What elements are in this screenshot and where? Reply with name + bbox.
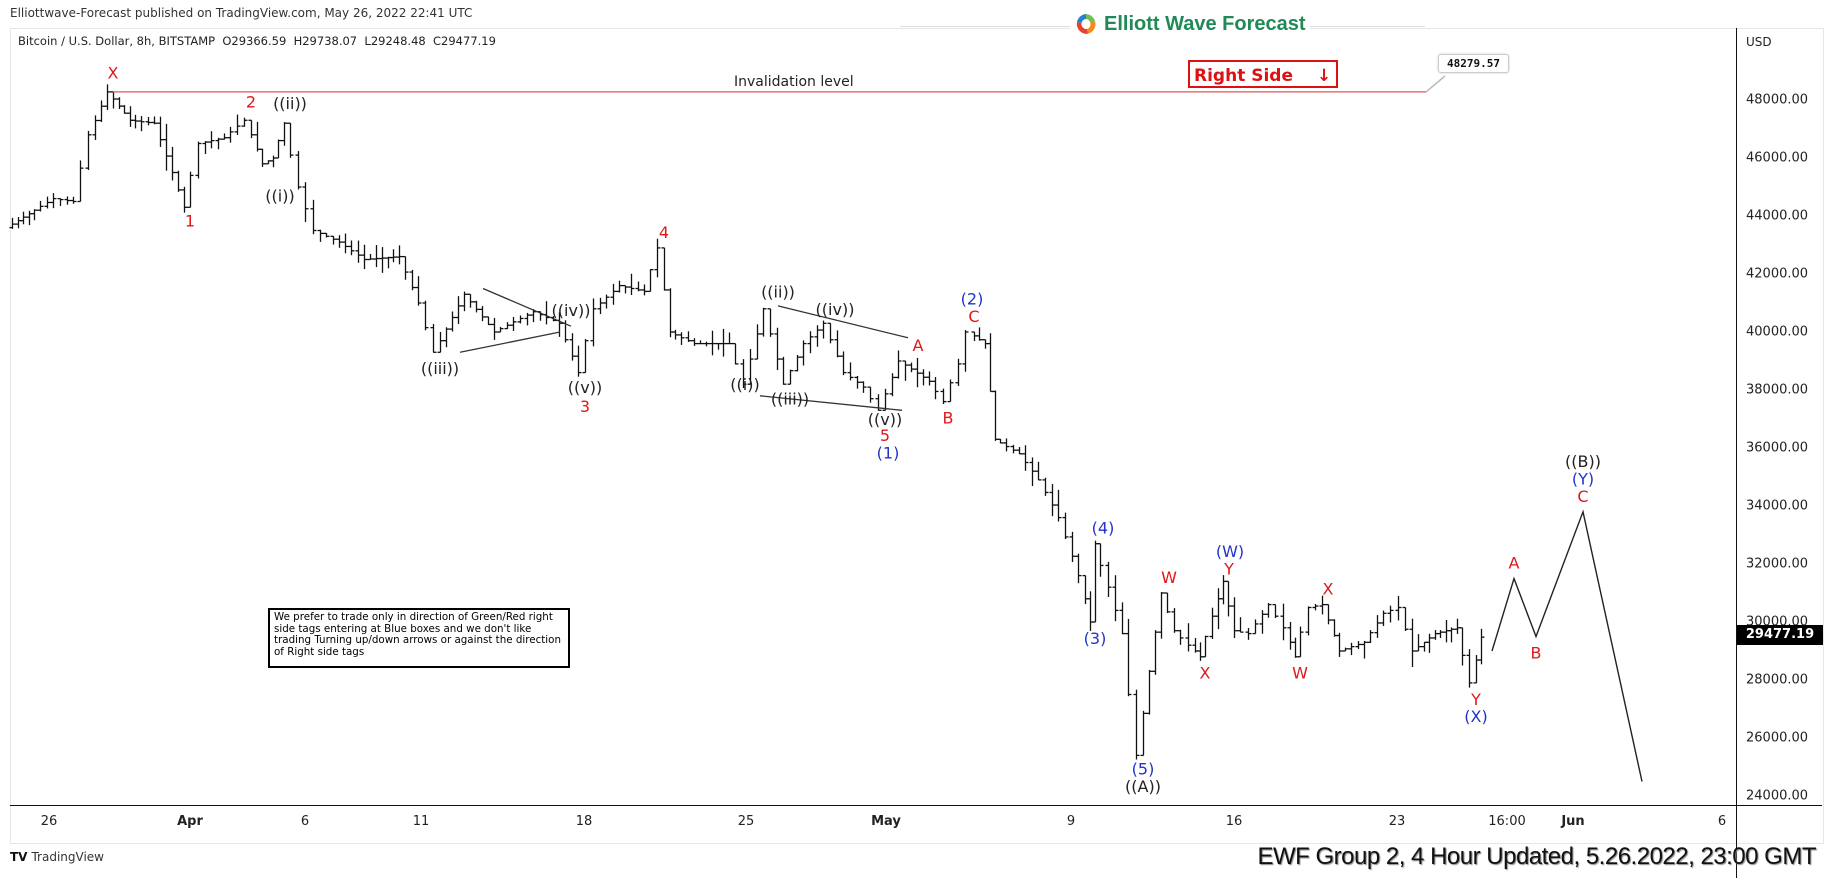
wave-label: 3 bbox=[580, 397, 590, 416]
wave-label: (3) bbox=[1084, 629, 1107, 648]
wave-label: X bbox=[1323, 580, 1334, 599]
wave-label: ((iii)) bbox=[421, 359, 459, 378]
wave-label: ((A)) bbox=[1125, 777, 1161, 796]
ewf-logo: Elliott Wave Forecast bbox=[1070, 12, 1310, 36]
wave-label: 2 bbox=[246, 92, 256, 111]
projection-path bbox=[1491, 509, 1643, 782]
time-tick: Apr bbox=[177, 814, 203, 829]
price-tick: 48000.00 bbox=[1746, 92, 1809, 108]
tradingview-logo-icon: TV bbox=[10, 850, 28, 864]
price-tick: 42000.00 bbox=[1746, 266, 1809, 282]
wave-label: ((v)) bbox=[868, 410, 902, 429]
wave-label: (1) bbox=[877, 443, 900, 462]
published-caption: Elliottwave-Forecast published on Tradin… bbox=[10, 6, 473, 20]
price-tick: 28000.00 bbox=[1746, 672, 1809, 688]
price-tick: 26000.00 bbox=[1746, 730, 1809, 746]
price-tick: 24000.00 bbox=[1746, 788, 1809, 804]
wave-label: (Y) bbox=[1572, 469, 1594, 488]
wave-label: Y bbox=[1223, 559, 1234, 578]
price-tick: 44000.00 bbox=[1746, 208, 1809, 224]
last-price-badge: 29477.19 bbox=[1737, 625, 1823, 645]
currency-label: USD bbox=[1746, 35, 1772, 49]
wave-label: A bbox=[1509, 554, 1520, 573]
wave-label: W bbox=[1161, 568, 1177, 587]
time-tick: May bbox=[871, 814, 901, 829]
update-note: EWF Group 2, 4 Hour Updated, 5.26.2022, … bbox=[1257, 843, 1817, 870]
wave-label: 4 bbox=[659, 223, 669, 242]
wave-label: ((ii)) bbox=[273, 94, 307, 113]
price-tick: 34000.00 bbox=[1746, 498, 1809, 514]
logo-rule-right bbox=[1305, 26, 1425, 27]
wave-label: ((iii)) bbox=[771, 390, 809, 409]
time-tick: 25 bbox=[737, 814, 755, 829]
time-tick: 23 bbox=[1388, 814, 1406, 829]
time-tick: 26 bbox=[40, 814, 58, 829]
wave-label: (2) bbox=[961, 290, 984, 309]
time-tick: 6 bbox=[300, 814, 310, 829]
wave-label: 5 bbox=[880, 426, 890, 445]
logo-text: Elliott Wave Forecast bbox=[1104, 12, 1306, 35]
wave-label: ((i)) bbox=[730, 375, 759, 394]
wave-label: X bbox=[108, 63, 119, 82]
wave-label: ((v)) bbox=[568, 378, 602, 397]
wave-label: ((B)) bbox=[1565, 452, 1601, 471]
right-side-label: Right Side bbox=[1194, 66, 1294, 86]
price-tick: 36000.00 bbox=[1746, 440, 1809, 456]
diagonal-upper bbox=[777, 305, 909, 339]
invalidation-label: Invalidation level bbox=[734, 74, 854, 90]
wave-label: A bbox=[913, 336, 924, 355]
wave-label: ((i)) bbox=[265, 187, 294, 206]
time-tick: 16:00 bbox=[1488, 814, 1526, 829]
triangle-lower-1 bbox=[459, 331, 561, 353]
time-tick: 16 bbox=[1225, 814, 1243, 829]
arrow-down-icon: ↓ bbox=[1316, 66, 1332, 86]
logo-rule-left bbox=[900, 26, 1070, 27]
price-tick: 32000.00 bbox=[1746, 556, 1809, 572]
symbol-legend[interactable]: Bitcoin / U.S. Dollar, 8h, BITSTAMP O293… bbox=[18, 34, 496, 48]
ewf-logo-icon bbox=[1076, 14, 1096, 34]
time-axis-border bbox=[10, 805, 1822, 806]
wave-label: B bbox=[943, 409, 954, 428]
tradingview-brand: TV TradingView bbox=[10, 850, 104, 864]
wave-label: ((iv)) bbox=[552, 301, 591, 320]
price-tick: 38000.00 bbox=[1746, 382, 1809, 398]
wave-label: (4) bbox=[1092, 519, 1115, 538]
wave-label: (X) bbox=[1464, 707, 1487, 726]
time-tick: 11 bbox=[412, 814, 430, 829]
wave-label: Y bbox=[1470, 690, 1481, 709]
ohlc-bars bbox=[9, 84, 1485, 760]
time-tick: Jun bbox=[1561, 814, 1585, 829]
invalidation-price-callout: 48279.57 bbox=[1438, 54, 1509, 73]
diagonal-lower bbox=[759, 395, 903, 411]
tradingview-label: TradingView bbox=[31, 850, 104, 864]
wave-label: ((ii)) bbox=[761, 282, 795, 301]
wave-label: (5) bbox=[1132, 759, 1155, 778]
time-tick: 9 bbox=[1066, 814, 1076, 829]
wave-label: C bbox=[1577, 487, 1588, 506]
callout-connector bbox=[1425, 75, 1446, 93]
wave-label: C bbox=[968, 307, 979, 326]
price-tick: 40000.00 bbox=[1746, 324, 1809, 340]
chart-frame bbox=[10, 28, 1824, 844]
wave-label: (W) bbox=[1216, 542, 1244, 561]
time-tick: 18 bbox=[575, 814, 593, 829]
wave-label: 1 bbox=[185, 211, 195, 230]
trading-note: We prefer to trade only in direction of … bbox=[268, 608, 570, 668]
time-tick: 6 bbox=[1717, 814, 1727, 829]
triangle-upper-1 bbox=[482, 287, 572, 327]
wave-label: ((iv)) bbox=[816, 300, 855, 319]
price-axis-border bbox=[1736, 28, 1737, 878]
wave-label: B bbox=[1531, 643, 1542, 662]
wave-label: X bbox=[1200, 664, 1211, 683]
right-side-tag: Right Side ↓ bbox=[1188, 60, 1338, 88]
wave-label: W bbox=[1292, 664, 1308, 683]
price-tick: 46000.00 bbox=[1746, 150, 1809, 166]
